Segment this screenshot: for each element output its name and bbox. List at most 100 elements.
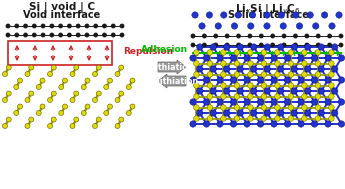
Circle shape [197,66,203,72]
Circle shape [126,84,131,90]
Circle shape [328,61,334,66]
Circle shape [237,110,244,116]
Circle shape [59,33,62,37]
Circle shape [261,83,267,88]
Circle shape [40,78,45,83]
Circle shape [94,33,97,37]
Circle shape [199,23,205,29]
Circle shape [191,43,195,47]
Circle shape [197,110,203,116]
Circle shape [338,77,345,83]
Circle shape [275,94,280,99]
Circle shape [224,44,230,50]
Circle shape [115,98,120,102]
Circle shape [51,117,56,122]
Circle shape [275,116,280,121]
Circle shape [275,50,280,55]
Circle shape [70,98,75,102]
Circle shape [70,123,75,129]
Circle shape [302,72,307,77]
Circle shape [257,77,264,83]
Circle shape [271,99,277,105]
Circle shape [207,61,213,66]
Circle shape [302,116,307,121]
Circle shape [220,50,226,55]
Circle shape [328,34,331,38]
Circle shape [50,33,53,37]
Circle shape [278,12,285,18]
Circle shape [217,55,223,61]
Circle shape [318,88,324,94]
Circle shape [85,78,90,83]
Circle shape [291,110,297,116]
Circle shape [217,121,223,127]
Circle shape [41,24,45,28]
Circle shape [237,88,244,94]
Circle shape [24,33,27,37]
Circle shape [302,61,307,66]
Text: Si | void | C: Si | void | C [29,2,95,13]
Circle shape [36,111,41,115]
Circle shape [2,123,8,129]
Circle shape [15,33,19,37]
Circle shape [288,61,294,66]
Circle shape [284,99,291,105]
Circle shape [237,66,244,72]
Circle shape [103,33,106,37]
Circle shape [288,116,294,121]
Circle shape [194,72,199,77]
Circle shape [29,65,34,70]
Circle shape [277,66,284,72]
Circle shape [305,66,311,72]
Circle shape [259,34,263,38]
Text: Lithiation: Lithiation [150,63,194,71]
Circle shape [248,105,253,110]
Circle shape [328,43,331,47]
Circle shape [328,116,334,121]
Circle shape [77,33,80,37]
Circle shape [315,72,321,77]
Circle shape [210,44,216,50]
Circle shape [271,77,277,83]
Circle shape [6,33,10,37]
Circle shape [68,33,71,37]
Circle shape [214,43,217,47]
Circle shape [338,121,345,127]
Circle shape [192,12,198,18]
Circle shape [293,12,299,18]
Circle shape [194,50,199,55]
Circle shape [220,116,226,121]
Circle shape [288,83,294,88]
Circle shape [234,116,240,121]
Circle shape [264,110,270,116]
Circle shape [96,65,101,70]
Circle shape [220,61,226,66]
Circle shape [328,105,334,110]
Circle shape [282,43,286,47]
Circle shape [261,50,267,55]
Circle shape [282,34,286,38]
Circle shape [288,72,294,77]
Circle shape [41,33,45,37]
Circle shape [315,50,321,55]
Circle shape [2,72,8,77]
Circle shape [224,88,230,94]
Circle shape [203,43,206,47]
Text: Delithiation: Delithiation [146,77,199,85]
Circle shape [50,24,53,28]
Circle shape [207,83,213,88]
Circle shape [40,104,45,109]
Circle shape [59,24,62,28]
Circle shape [248,94,253,99]
Circle shape [325,121,331,127]
Circle shape [220,83,226,88]
Circle shape [96,117,101,122]
Circle shape [234,50,240,55]
Circle shape [277,88,284,94]
Circle shape [111,33,115,37]
Circle shape [214,34,217,38]
Circle shape [224,110,230,116]
Circle shape [288,94,294,99]
Circle shape [108,78,112,83]
Circle shape [249,12,256,18]
